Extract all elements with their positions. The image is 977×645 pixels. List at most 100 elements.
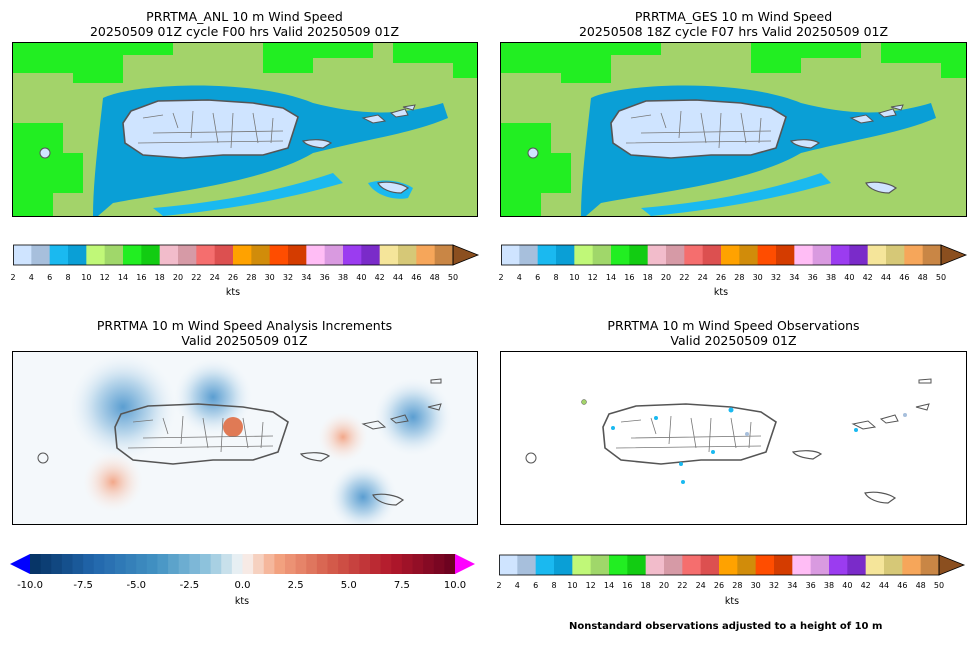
colorbar-segment <box>31 245 51 265</box>
ges-speed-colorbar <box>501 243 969 267</box>
increments-map <box>12 351 478 525</box>
colorbar-segment <box>757 245 777 265</box>
colorbar-segment <box>682 555 702 575</box>
ges-colorbar-ticks: 2 4 6 8 10 12 14 16 18 20 22 24 26 28 30 32 34 36 38 40 42 44… <box>498 273 946 283</box>
colorbar-extend-arrow <box>938 554 966 576</box>
colorbar-tick-label: 48 <box>917 273 928 282</box>
colorbar-tick-label: 48 <box>915 581 926 590</box>
increment-colorbar-segment <box>306 554 318 574</box>
colorbar-extend-arrow <box>940 244 968 266</box>
colorbar-segment <box>501 245 520 265</box>
increment-tick-label: 10.0 <box>443 580 467 591</box>
colorbar-segment <box>86 245 106 265</box>
obs-colorbar-ticks: 2 4 6 8 10 12 14 16 18 20 22 24 26 28 30 32 34 36 38 40 42 44… <box>496 581 944 591</box>
colorbar-tick-label: 42 <box>862 273 873 282</box>
colorbar-segment <box>398 245 417 265</box>
colorbar-segment <box>884 555 903 575</box>
colorbar-segment <box>554 555 573 575</box>
colorbar-tick-label: 14 <box>605 273 617 282</box>
colorbar-segment <box>902 555 922 575</box>
colorbar-segment <box>831 245 850 265</box>
colorbar-segment <box>517 555 537 575</box>
increment-colorbar-segment <box>423 554 435 574</box>
colorbar-tick-label: 16 <box>622 581 633 590</box>
colorbar-segment <box>159 245 179 265</box>
colorbar-segment <box>104 245 124 265</box>
colorbar-segment <box>416 245 436 265</box>
increment-colorbar-segment <box>348 554 360 574</box>
colorbar-tick-label: 30 <box>750 581 761 590</box>
increment-colorbar-segment <box>168 554 180 574</box>
increment-colorbar-label: kts <box>234 596 250 607</box>
increment-colorbar-segment <box>221 554 233 574</box>
increment-tick-label: -7.5 <box>73 580 93 591</box>
colorbar-segment <box>379 245 399 265</box>
colorbar-tick-label: 10 <box>567 581 578 590</box>
increment-colorbar-segment <box>338 554 350 574</box>
colorbar-segment <box>519 245 539 265</box>
colorbar-tick-label: 44 <box>878 581 890 590</box>
increment-colorbar-segment <box>115 554 127 574</box>
colorbar-tick-label: 18 <box>640 581 651 590</box>
increment-colorbar-segment <box>316 554 328 574</box>
colorbar-segment <box>776 245 795 265</box>
colorbar-segment <box>922 245 942 265</box>
colorbar-tick-label: 4 <box>516 273 522 282</box>
observations-map <box>500 351 967 525</box>
ges-colorbar-label: kts <box>713 287 729 298</box>
increment-colorbar-segment <box>433 554 445 574</box>
colorbar-segment <box>49 245 69 265</box>
obs-colorbar-svg <box>499 554 966 576</box>
colorbar-tick-label: 36 <box>807 273 818 282</box>
colorbar-tick-label: 26 <box>227 273 239 282</box>
obs-title: PRRTMA 10 m Wind Speed Observations Vali… <box>607 318 860 348</box>
colorbar-tick-label: 50 <box>935 273 947 282</box>
colorbar-tick-label: 4 <box>28 273 34 282</box>
anl-colorbar-ticks: 2 4 6 8 10 12 14 16 18 20 22 24 26 28 30 32 34 36 38 40 42 44… <box>10 273 458 283</box>
colorbar-segment <box>867 245 887 265</box>
colorbar-segment <box>361 245 381 265</box>
colorbar-tick-label: 8 <box>65 273 71 282</box>
colorbar-tick-label: 10 <box>569 273 580 282</box>
increment-colorbar-segment <box>200 554 212 574</box>
colorbar-segment <box>794 245 814 265</box>
colorbar-tick-label: 38 <box>825 273 837 282</box>
increment-colorbar-segment <box>125 554 137 574</box>
colorbar-tick-label: 34 <box>787 581 798 590</box>
ges-map-canvas <box>501 43 966 216</box>
colorbar-tick-label: 32 <box>282 273 294 282</box>
colorbar-tick-label: 20 <box>658 581 670 590</box>
increment-colorbar-segment <box>401 554 413 574</box>
colorbar-segment <box>904 245 924 265</box>
colorbar-segment <box>627 555 647 575</box>
observations-map-canvas <box>501 352 966 524</box>
colorbar-outline <box>501 244 942 266</box>
increment-colorbar-segment <box>72 554 84 574</box>
ges-title: PRRTMA_GES 10 m Wind Speed 20250508 18Z … <box>578 9 889 39</box>
colorbar-tick-label: 28 <box>732 581 743 590</box>
colorbar-tick-label: 12 <box>587 273 598 282</box>
colorbar-segment <box>178 245 197 265</box>
increment-colorbar-segment <box>263 554 275 574</box>
colorbar-outline <box>13 244 454 266</box>
colorbar-tick-label: 32 <box>770 273 782 282</box>
increment-tick-label: 2.5 <box>287 580 304 591</box>
colorbar-segment <box>306 245 326 265</box>
colorbar-under-arrow <box>10 554 30 574</box>
increment-colorbar-segment <box>51 554 63 574</box>
inc-title: PRRTMA 10 m Wind Speed Analysis Incremen… <box>96 318 393 348</box>
colorbar-tick-label: 2 <box>498 273 504 282</box>
colorbar-segment <box>702 245 722 265</box>
colorbar-segment <box>233 245 252 265</box>
colorbar-segment <box>721 245 740 265</box>
colorbar-tick-label: 46 <box>411 273 422 282</box>
colorbar-segment <box>812 245 832 265</box>
colorbar-segment <box>288 245 307 265</box>
increment-colorbar-segment <box>83 554 95 574</box>
footnote: Nonstandard observations adjusted to a h… <box>569 621 883 632</box>
colorbar-tick-label: 30 <box>264 273 275 282</box>
increment-colorbar-segment <box>157 554 169 574</box>
colorbar-outline <box>499 554 940 576</box>
colorbar-tick-label: 32 <box>768 581 780 590</box>
increments-map-canvas <box>13 352 477 524</box>
